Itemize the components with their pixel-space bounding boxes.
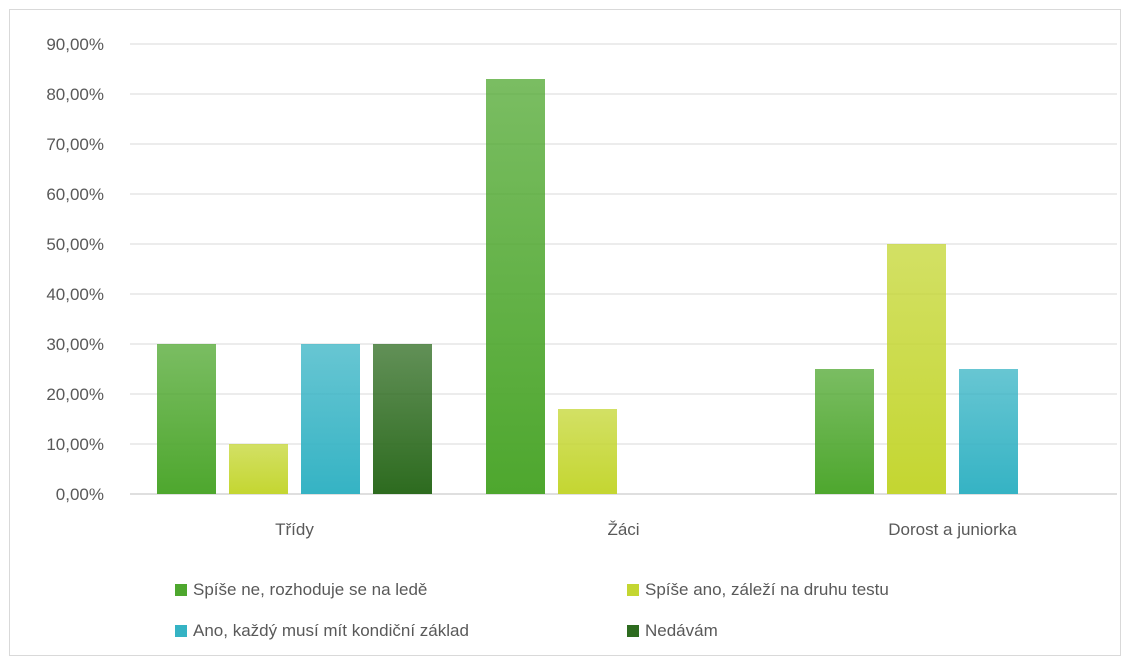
y-tick-label: 40,00% — [46, 285, 104, 304]
bar — [229, 444, 288, 494]
bar — [558, 409, 617, 494]
bar — [959, 369, 1018, 494]
bar — [157, 344, 216, 494]
bar — [486, 79, 545, 494]
y-tick-label: 0,00% — [56, 485, 104, 504]
y-tick-label: 20,00% — [46, 385, 104, 404]
bar — [887, 244, 946, 494]
y-tick-label: 80,00% — [46, 85, 104, 104]
bar — [373, 344, 432, 494]
bar — [815, 369, 874, 494]
y-tick-label: 90,00% — [46, 35, 104, 54]
y-tick-label: 50,00% — [46, 235, 104, 254]
y-tick-label: 10,00% — [46, 435, 104, 454]
y-tick-label: 70,00% — [46, 135, 104, 154]
y-tick-label: 60,00% — [46, 185, 104, 204]
x-category-label: Žáci — [607, 520, 639, 539]
y-tick-label: 30,00% — [46, 335, 104, 354]
x-category-label: Třídy — [275, 520, 314, 539]
bar — [301, 344, 360, 494]
x-category-label: Dorost a juniorka — [888, 520, 1017, 539]
